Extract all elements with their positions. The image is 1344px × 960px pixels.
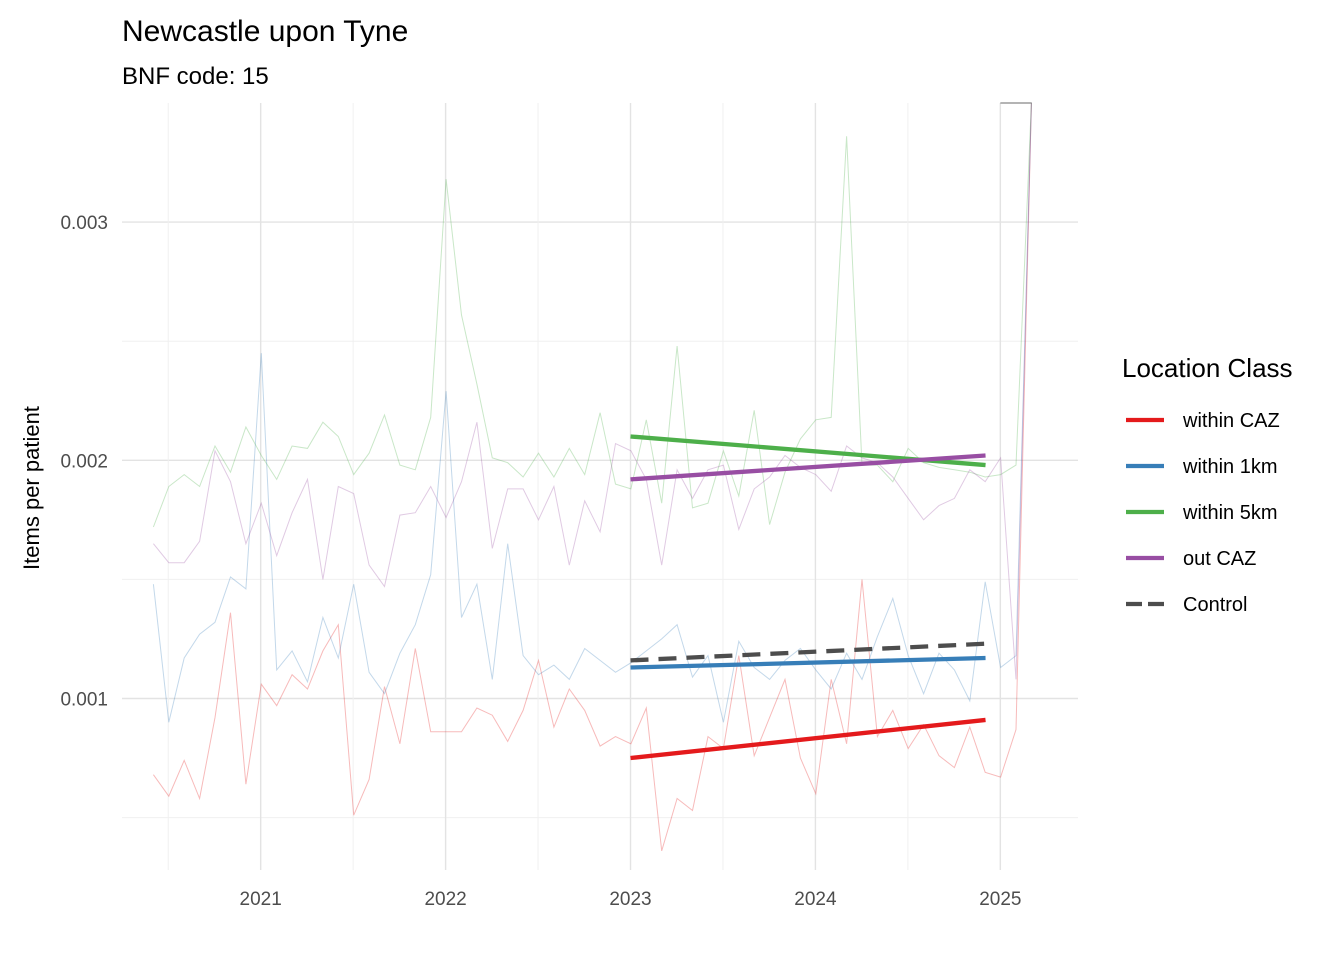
y-tick-label: 0.001 — [60, 689, 108, 710]
legend-label: within 1km — [1182, 456, 1277, 478]
series-layer — [152, 102, 1032, 852]
trend-line-within-1km — [630, 655, 986, 670]
grid — [122, 103, 1078, 870]
chart-title: Newcastle upon Tyne — [122, 15, 408, 48]
trend-line-control — [630, 641, 986, 663]
legend-title: Location Class — [1122, 353, 1293, 383]
y-axis-title: Items per patient — [19, 406, 44, 570]
legend-label: out CAZ — [1183, 548, 1256, 570]
legend-label: within CAZ — [1182, 410, 1280, 432]
x-tick-label: 2025 — [979, 889, 1021, 910]
trend-layer — [630, 434, 986, 761]
series-line-within-caz — [152, 102, 1032, 852]
legend-label: within 5km — [1182, 502, 1277, 524]
series-line-within-1km — [152, 102, 1032, 723]
x-tick-label: 2022 — [424, 889, 466, 910]
series-line-out-caz — [153, 102, 1032, 680]
legend-label: Control — [1183, 594, 1247, 616]
x-tick-label: 2023 — [609, 889, 651, 910]
legend: Location Class within CAZ within 1km withi… — [1122, 353, 1293, 616]
y-tick-label: 0.002 — [60, 451, 108, 472]
trend-line-out-caz — [630, 453, 986, 482]
y-axis: 0.001 0.002 0.003 — [60, 213, 108, 710]
series-line-within-5km — [152, 102, 1032, 528]
chart-subtitle: BNF code: 15 — [122, 63, 269, 90]
x-axis: 2021 2022 2023 2024 2025 — [240, 889, 1022, 910]
trend-line-within-caz — [630, 717, 986, 761]
x-tick-label: 2021 — [240, 889, 282, 910]
y-tick-label: 0.003 — [60, 213, 108, 234]
x-tick-label: 2024 — [794, 889, 837, 910]
